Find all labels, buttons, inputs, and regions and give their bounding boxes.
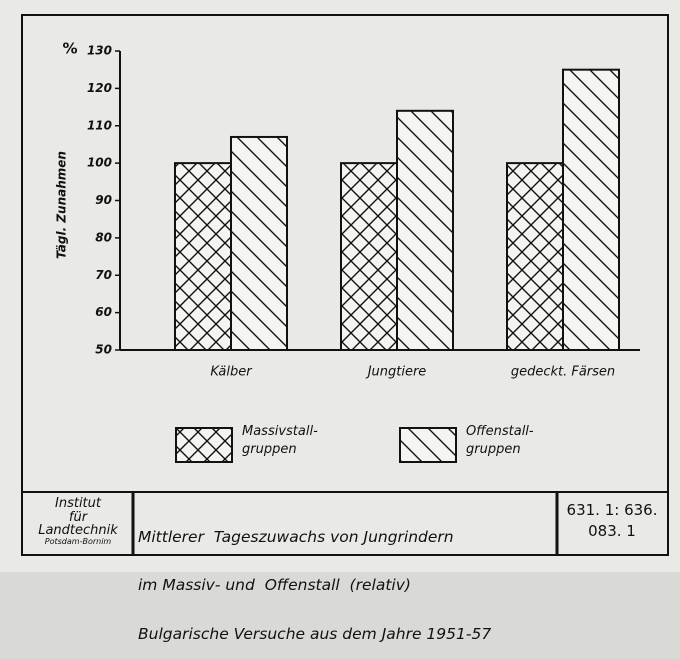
institute-line: Potsdam-Bornim	[44, 536, 112, 546]
y-tick-label: 120	[87, 81, 112, 95]
y-tick-label: 80	[95, 230, 112, 244]
slide: % Tägl. Zunahmen 50 60 70 80 90 100 110 120 130 K…	[0, 0, 680, 642]
bar	[506, 162, 564, 351]
y-tick-label: 100	[87, 156, 112, 170]
institute-line: Institut	[55, 496, 101, 511]
y-unit: %	[62, 40, 77, 58]
legend-label: Offenstall- gruppen	[466, 424, 534, 458]
x-tick-label: gedeckt. Färsen	[511, 365, 615, 380]
code: 631. 1: 636. 083. 1	[558, 500, 666, 542]
chart-title: Mittlerer Tageszuwachs von Jungrindern	[138, 527, 454, 546]
y-tick-label: 130	[87, 44, 112, 58]
legend-label: Massivstall- gruppen	[242, 424, 318, 458]
bar	[174, 162, 232, 351]
y-tick-label: 50	[95, 343, 112, 357]
x-tick-label: Kälber	[210, 365, 253, 380]
title-block: Mittlerer Tageszuwachs von Jungrindern i…	[138, 496, 556, 659]
y-tick-label: 90	[95, 193, 112, 207]
bar	[562, 68, 620, 351]
code-line: 631. 1: 636.	[566, 501, 658, 519]
legend-swatch	[399, 427, 457, 463]
chart-title: im Massiv- und Offenstall (relativ)	[138, 576, 411, 595]
chart: % Tägl. Zunahmen 50 60 70 80 90 100 110 120 130 K…	[21, 14, 669, 556]
x-tick-label: Jungtiere	[365, 365, 427, 380]
legend-swatch	[175, 427, 233, 463]
institute: Institut für Landtechnik Potsdam-Bornim	[24, 497, 132, 546]
y-tick-label: 70	[95, 268, 112, 282]
code-line: 083. 1	[588, 522, 636, 540]
bar	[396, 109, 454, 351]
bar	[230, 135, 288, 351]
institute-line: Landtechnik	[38, 523, 118, 539]
y-tick-label: 110	[87, 118, 112, 132]
institute-line: für	[68, 509, 88, 525]
bar	[340, 162, 398, 351]
chart-subtitle: Bulgarische Versuche aus dem Jahre 1951-…	[138, 625, 492, 644]
frame	[21, 14, 669, 556]
y-axis-label: Tägl. Zunahmen	[55, 151, 69, 259]
y-tick-label: 60	[95, 305, 112, 319]
